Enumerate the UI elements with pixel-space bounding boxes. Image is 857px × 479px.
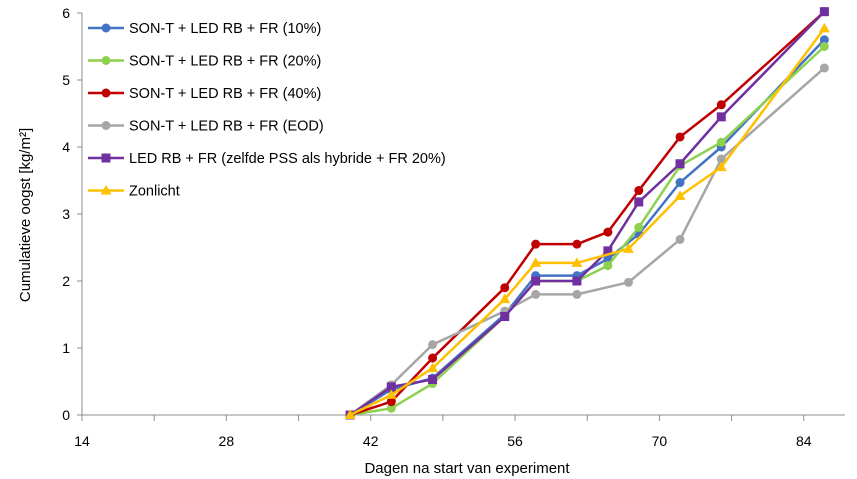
data-point — [674, 190, 686, 200]
data-point — [572, 289, 582, 299]
legend-swatch-marker — [101, 56, 111, 65]
data-point — [622, 243, 634, 253]
data-point — [428, 374, 438, 384]
legend-item: SON-T + LED RB + FR (10%) — [88, 21, 321, 37]
data-point — [603, 261, 613, 271]
x-tick-label: 28 — [219, 433, 235, 449]
legend: SON-T + LED RB + FR (10%) SON-T + LED RB … — [88, 21, 446, 200]
y-axis-title: Cumulatieve oogst [kg/m²] — [17, 128, 34, 302]
data-point — [428, 353, 438, 363]
data-point — [572, 239, 582, 249]
y-tick-label: 0 — [62, 407, 70, 423]
data-point — [819, 63, 829, 73]
y-tick-label: 4 — [62, 139, 70, 155]
data-point — [634, 186, 644, 196]
data-point — [572, 276, 582, 286]
data-point — [716, 154, 726, 164]
data-point — [716, 137, 726, 147]
data-point — [427, 362, 439, 373]
series-1 — [345, 35, 829, 420]
x-axis-title: Dagen na start van experiment — [364, 460, 570, 477]
legend-item: SON-T + LED RB + FR (EOD) — [88, 119, 324, 135]
data-point — [603, 246, 613, 256]
legend-label: SON-T + LED RB + FR (10%) — [129, 21, 321, 37]
legend-swatch-marker — [100, 185, 112, 195]
y-tick-label: 6 — [62, 5, 70, 21]
series-line — [349, 38, 826, 417]
data-point — [531, 289, 541, 299]
x-tick-label: 42 — [363, 433, 379, 449]
data-point — [530, 257, 542, 267]
x-tick-label: 70 — [652, 433, 668, 449]
data-point — [819, 42, 829, 51]
series-line — [349, 67, 826, 417]
legend-item: SON-T + LED RB + FR (40%) — [88, 86, 321, 102]
data-point — [675, 159, 685, 169]
data-point — [428, 340, 438, 350]
data-point — [716, 112, 726, 122]
y-tick-label: 1 — [62, 340, 70, 356]
legend-swatch-marker — [101, 153, 111, 163]
data-point — [500, 312, 510, 322]
series-6 — [344, 22, 830, 419]
legend-swatch-marker — [101, 88, 111, 98]
data-point — [818, 22, 830, 33]
data-point — [716, 100, 726, 110]
data-point — [386, 403, 396, 413]
data-point — [385, 389, 397, 399]
data-point — [675, 178, 685, 188]
data-point — [531, 276, 541, 286]
data-point — [675, 132, 685, 142]
legend-swatch-marker — [101, 121, 111, 130]
data-point — [603, 227, 613, 237]
y-tick-label: 5 — [62, 72, 70, 88]
series-line — [349, 45, 826, 417]
data-point — [819, 7, 829, 17]
x-tick-label: 56 — [507, 433, 523, 449]
data-point — [344, 409, 356, 419]
series-layer — [344, 7, 830, 420]
series-line — [349, 27, 826, 417]
legend-label: SON-T + LED RB + FR (40%) — [129, 86, 321, 102]
legend-item: Zonlicht — [88, 184, 180, 200]
series-2 — [345, 42, 829, 420]
data-point — [634, 222, 644, 232]
legend-item: LED RB + FR (zelfde PSS als hybride + FR… — [88, 151, 446, 167]
y-tick-label: 3 — [62, 206, 70, 222]
data-point — [571, 257, 583, 267]
legend-label: SON-T + LED RB + FR (EOD) — [129, 119, 324, 135]
data-point — [499, 293, 511, 304]
x-tick-label: 84 — [796, 433, 812, 449]
y-tick-label: 2 — [62, 273, 70, 289]
data-point — [386, 382, 396, 392]
legend-swatch-marker — [101, 23, 111, 33]
legend-label: LED RB + FR (zelfde PSS als hybride + FR… — [129, 151, 446, 167]
data-point — [386, 397, 396, 407]
data-point — [531, 239, 541, 249]
data-point — [500, 283, 510, 293]
data-point — [634, 197, 644, 207]
legend-item: SON-T + LED RB + FR (20%) — [88, 54, 321, 70]
data-point — [623, 277, 633, 287]
x-tick-label: 14 — [74, 433, 90, 449]
legend-label: SON-T + LED RB + FR (20%) — [129, 54, 321, 70]
data-point — [819, 35, 829, 45]
data-point — [675, 234, 685, 244]
data-point — [715, 161, 727, 172]
legend-label: Zonlicht — [129, 184, 180, 200]
